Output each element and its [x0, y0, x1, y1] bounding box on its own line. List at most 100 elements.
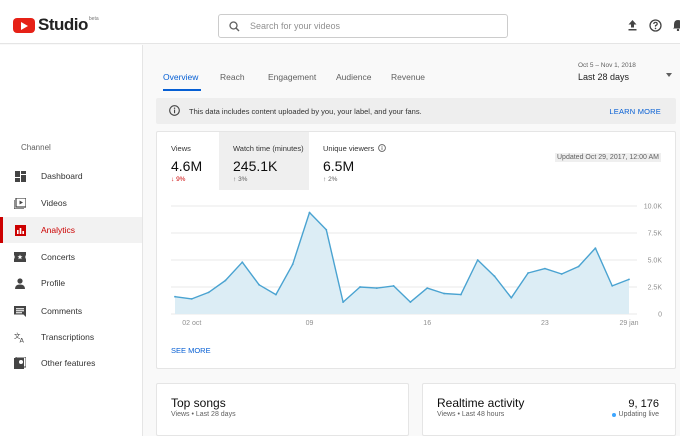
- live-label: Updating live: [618, 411, 659, 418]
- logo-badge: beta: [88, 16, 99, 22]
- data-point: [611, 285, 614, 287]
- data-point: [207, 291, 210, 294]
- metric-change-value: 3%: [238, 176, 248, 183]
- dashboard-icon: [14, 170, 26, 182]
- arrow-up-icon: ↑: [233, 176, 237, 183]
- data-point: [560, 273, 563, 275]
- sidebar-item-label: Comments: [41, 306, 83, 316]
- updated-timestamp: Updated Oct 29, 2017, 12:00 AM: [555, 153, 661, 162]
- learn-more-link[interactable]: LEARN MORE: [609, 107, 661, 116]
- data-point: [190, 298, 193, 300]
- tab-engagement[interactable]: Engagement: [268, 72, 317, 82]
- data-notice-banner: This data includes content uploaded by y…: [156, 98, 676, 124]
- metric-label: Watch time (minutes): [233, 144, 304, 153]
- metric-change: ↑ 2%: [323, 176, 337, 183]
- x-tick-label: 02 oct: [182, 320, 201, 327]
- data-point: [628, 278, 630, 281]
- data-point: [594, 247, 597, 249]
- data-point: [258, 283, 260, 286]
- logo-text: Studio: [38, 15, 88, 34]
- card-subtitle: Views • Last 28 days: [171, 411, 236, 418]
- sidebar-item-concerts[interactable]: Concerts: [0, 244, 142, 270]
- comment-icon: [14, 305, 26, 317]
- see-more-link[interactable]: SEE MORE: [171, 346, 211, 355]
- metric-label-text: Unique viewers: [323, 144, 375, 153]
- card-subtitle: Views • Last 48 hours: [437, 411, 505, 418]
- active-tab-indicator: [163, 89, 201, 91]
- top-songs-card[interactable]: Top songs Views • Last 28 days: [156, 383, 409, 436]
- tab-revenue[interactable]: Revenue: [391, 72, 426, 82]
- metric-change: ↓ 9%: [171, 176, 185, 183]
- tab-overview[interactable]: Overview: [163, 72, 199, 82]
- card-title: Top songs: [171, 396, 226, 410]
- sidebar-item-label: Other features: [41, 358, 96, 368]
- tab-audience[interactable]: Audience: [336, 72, 372, 82]
- data-point: [174, 295, 176, 298]
- sidebar-item-label: Videos: [41, 198, 67, 208]
- realtime-count: 9, 176: [628, 398, 659, 410]
- person-icon: [14, 277, 26, 289]
- data-point: [510, 296, 513, 299]
- data-point: [426, 287, 429, 289]
- data-point: [291, 263, 294, 266]
- tab-reach[interactable]: Reach: [220, 72, 245, 82]
- sidebar-item-profile[interactable]: Profile: [0, 270, 142, 296]
- x-tick-label: 23: [541, 320, 549, 327]
- sidebar: Channel Dashboard Videos Analytics Conce…: [0, 45, 143, 436]
- data-point: [275, 293, 277, 296]
- data-point: [375, 287, 378, 289]
- upload-icon[interactable]: [627, 19, 638, 31]
- youtube-logo-icon: [13, 17, 35, 33]
- sidebar-item-other-features[interactable]: Other features: [0, 350, 142, 376]
- metric-value: 6.5M: [323, 158, 355, 174]
- ticket-icon: [14, 251, 26, 263]
- y-tick-label: 5.0K: [648, 258, 663, 265]
- sidebar-item-analytics[interactable]: Analytics: [0, 217, 142, 243]
- data-point: [224, 279, 227, 282]
- date-range-picker[interactable]: Oct 5 – Nov 1, 2018 Last 28 days: [578, 62, 636, 82]
- metric-label: Unique viewers: [323, 144, 387, 153]
- data-point: [392, 285, 395, 287]
- dropdown-arrow-icon[interactable]: [666, 73, 672, 77]
- search-input[interactable]: Search for your videos: [218, 14, 508, 38]
- sidebar-section-label: Channel: [21, 143, 51, 152]
- chart-line: [174, 211, 630, 303]
- sidebar-item-label: Analytics: [41, 225, 76, 235]
- date-range-dates: Oct 5 – Nov 1, 2018: [578, 62, 636, 69]
- sidebar-item-label: Dashboard: [41, 171, 83, 181]
- sidebar-item-dashboard[interactable]: Dashboard: [0, 163, 142, 189]
- studio-logo[interactable]: Studio beta: [13, 15, 99, 34]
- card-title: Realtime activity: [437, 396, 525, 410]
- svg-text:A: A: [20, 337, 25, 343]
- realtime-activity-card[interactable]: Realtime activity Views • Last 48 hours …: [422, 383, 676, 436]
- metric-value: 245.1K: [233, 158, 278, 174]
- sidebar-item-videos[interactable]: Videos: [0, 190, 142, 216]
- data-point: [476, 259, 479, 261]
- data-point: [241, 261, 244, 264]
- data-point: [359, 286, 361, 288]
- metric-change: ↑ 3%: [233, 176, 247, 183]
- sidebar-item-label: Transcriptions: [41, 332, 95, 342]
- data-point: [325, 228, 328, 231]
- live-dot-icon: [611, 412, 616, 417]
- search-icon: [229, 21, 240, 32]
- help-icon[interactable]: [649, 19, 662, 32]
- chart-area: [175, 212, 629, 314]
- sidebar-item-comments[interactable]: Comments: [0, 298, 142, 324]
- info-icon[interactable]: [378, 144, 387, 152]
- metric-unique-viewers[interactable]: Unique viewers 6.5M ↑ 2%: [309, 132, 409, 190]
- data-point: [544, 267, 546, 270]
- arrow-down-icon: ↓: [171, 176, 175, 183]
- data-point: [308, 211, 311, 214]
- metric-views[interactable]: Views 4.6M ↓ 9%: [157, 132, 219, 190]
- top-bar: Studio beta Search for your videos: [0, 0, 680, 44]
- metric-watch-time[interactable]: Watch time (minutes) 245.1K ↑ 3%: [219, 132, 309, 190]
- notifications-icon[interactable]: [673, 19, 680, 31]
- arrow-up-icon: ↑: [323, 176, 327, 183]
- search-placeholder: Search for your videos: [250, 21, 341, 31]
- x-tick-label: 29 jan: [619, 320, 638, 327]
- data-point: [460, 293, 462, 296]
- y-tick-label: 10.0K: [644, 204, 663, 211]
- x-tick-label: 09: [306, 320, 314, 327]
